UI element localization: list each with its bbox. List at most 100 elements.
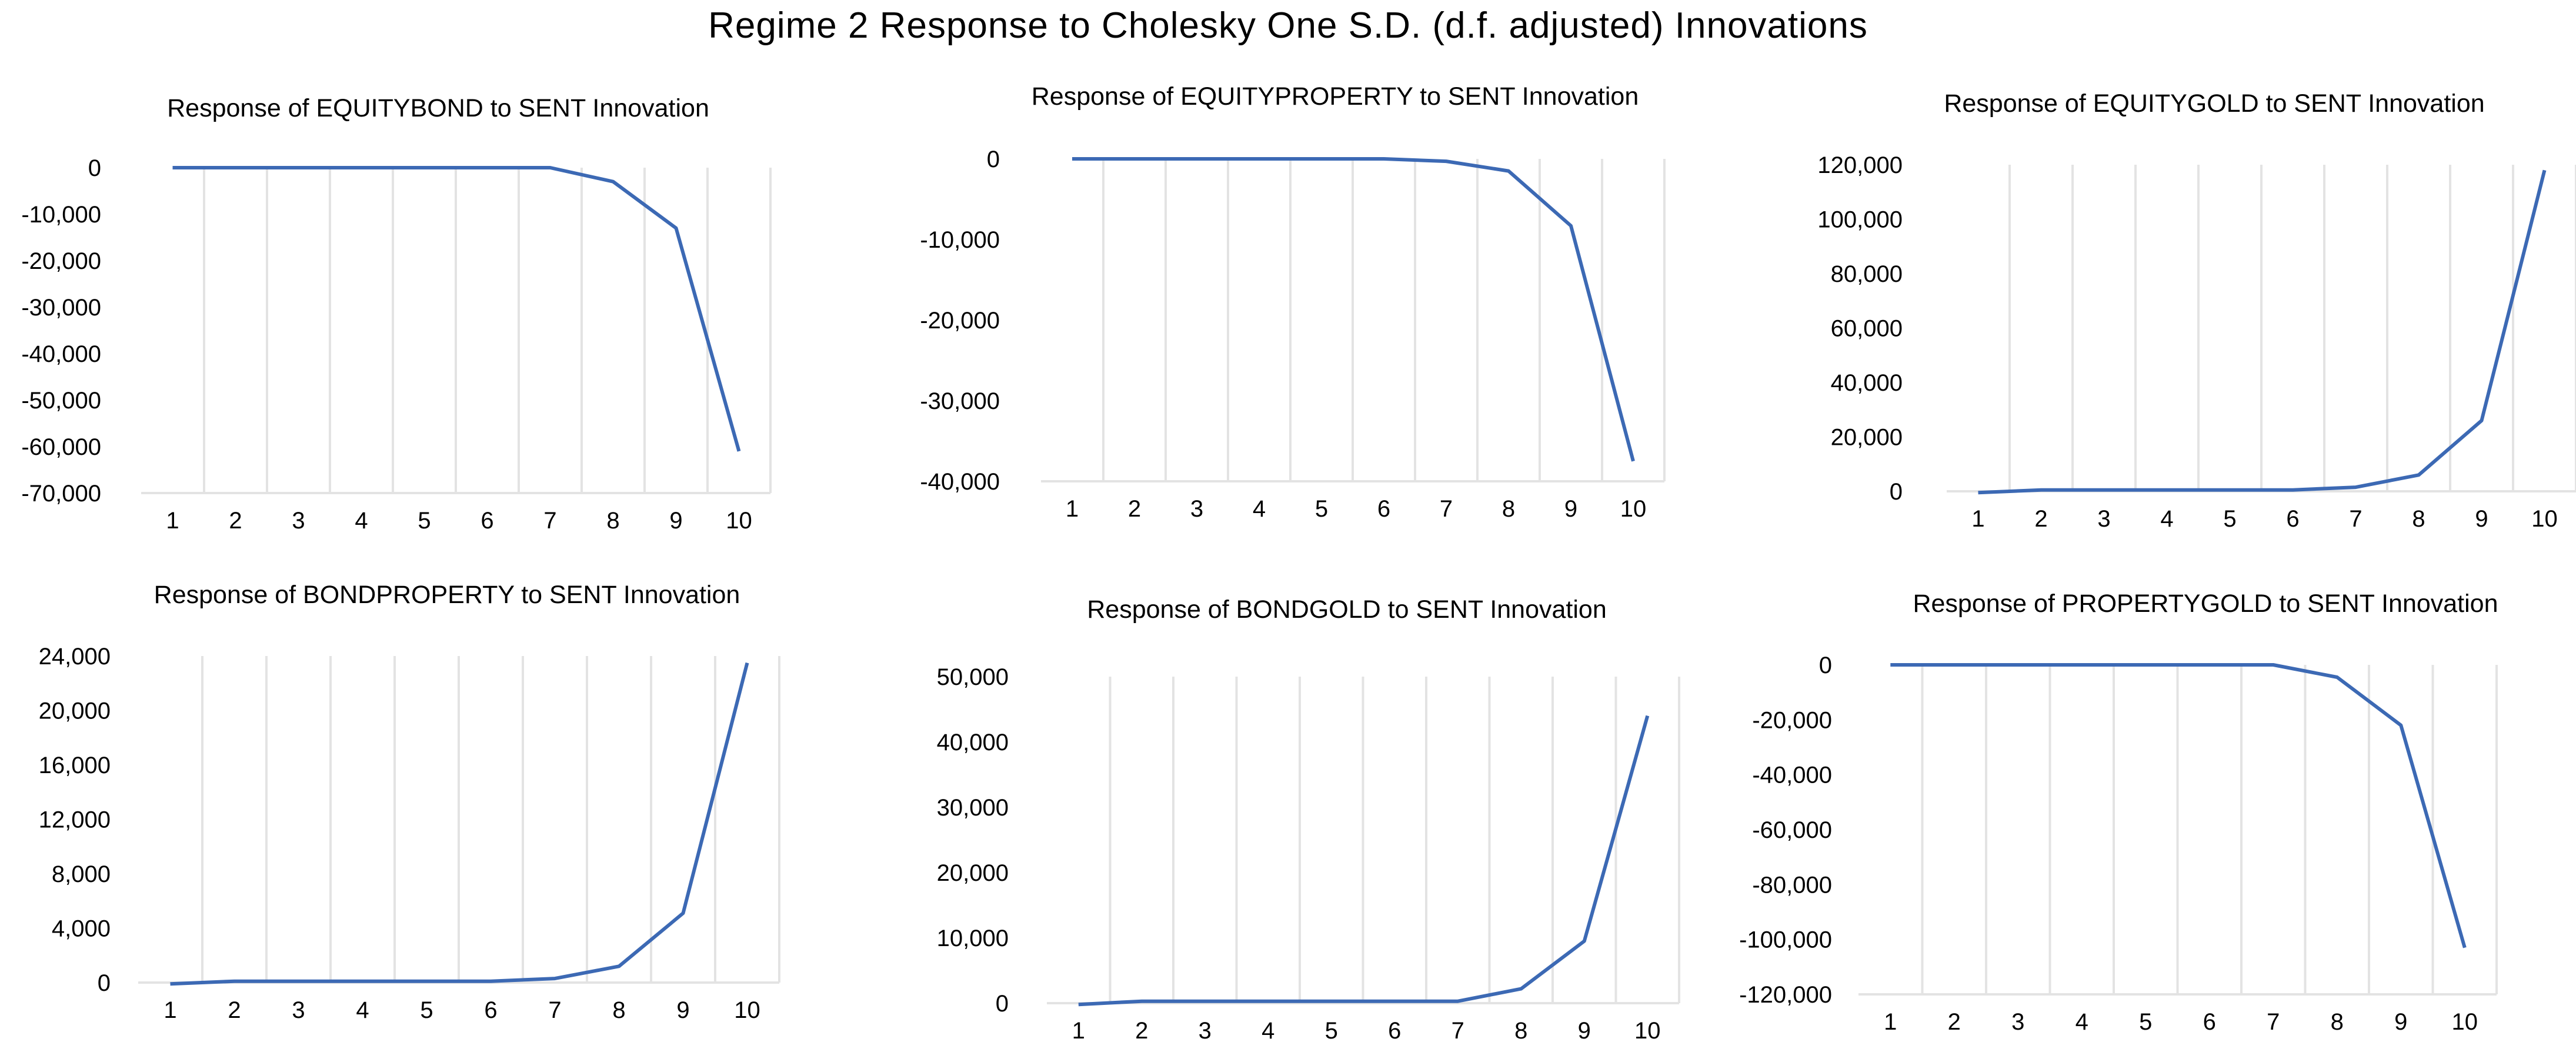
y-tick-label: -40,000: [920, 469, 1000, 495]
chart-bondgold: Response of BONDGOLD to SENT Innovation 0…: [937, 595, 1680, 1042]
data-point: [2040, 488, 2043, 492]
data-point: [675, 227, 678, 230]
data-point: [1953, 663, 1956, 667]
y-tick-label: 12,000: [39, 807, 111, 833]
x-tick-label: 6: [2286, 506, 2299, 532]
x-tick-label: 6: [481, 508, 493, 534]
data-point: [1203, 1000, 1207, 1003]
x-tick-label: 3: [1199, 1018, 1212, 1042]
x-tick-label: 10: [2452, 1009, 2478, 1035]
y-tick-label: 20,000: [1831, 425, 1903, 451]
x-tick-label: 8: [1502, 496, 1515, 522]
x-tick-label: 8: [1514, 1018, 1527, 1042]
y-tick-label: 0: [98, 970, 111, 996]
x-tick-label: 2: [229, 508, 242, 534]
x-tick-label: 8: [606, 508, 619, 534]
x-tick-label: 10: [1634, 1018, 1661, 1042]
y-tick-label: 0: [996, 991, 1009, 1017]
x-tick-label: 5: [420, 997, 433, 1023]
chart-title: Response of EQUITYPROPERTY to SENT Innov…: [1032, 82, 1639, 111]
data-point: [1977, 491, 1980, 494]
data-point: [1631, 460, 1635, 463]
y-tick-label: 8,000: [52, 861, 111, 887]
data-point: [1195, 157, 1199, 161]
x-tick-label: 3: [1190, 496, 1203, 522]
data-point: [618, 964, 621, 968]
data-point: [233, 980, 236, 983]
data-point: [489, 980, 493, 983]
x-tick-label: 8: [2412, 506, 2425, 532]
data-point: [2271, 663, 2275, 667]
y-tick-label: -20,000: [1752, 707, 1832, 733]
y-tick-label: -10,000: [21, 202, 101, 228]
data-point: [1456, 1000, 1460, 1003]
y-tick-label: 24,000: [39, 644, 111, 670]
x-tick-label: 5: [2223, 506, 2236, 532]
data-point: [2335, 675, 2339, 679]
data-point: [2543, 168, 2547, 172]
data-point: [2354, 485, 2358, 489]
data-point: [1646, 714, 1649, 718]
chart-equitybond: Response of EQUITYBOND to SENT Innovatio…: [21, 94, 772, 534]
chart-equityproperty: Response of EQUITYPROPERTY to SENT Innov…: [920, 82, 1666, 522]
data-point: [553, 977, 557, 980]
data-point: [738, 450, 741, 453]
data-point: [2144, 663, 2147, 667]
data-point: [1507, 169, 1510, 173]
data-point: [2228, 488, 2232, 492]
x-tick-label: 6: [484, 997, 497, 1023]
x-tick-label: 6: [1377, 496, 1390, 522]
data-point: [171, 166, 175, 169]
x-tick-label: 3: [292, 997, 305, 1023]
x-tick-label: 8: [612, 997, 625, 1023]
y-tick-label: -100,000: [1739, 927, 1832, 953]
y-tick-label: 20,000: [937, 860, 1009, 886]
x-tick-label: 2: [1948, 1009, 1961, 1035]
x-tick-label: 2: [1128, 496, 1141, 522]
x-tick-label: 3: [2011, 1009, 2024, 1035]
data-point: [1888, 663, 1892, 667]
x-tick-label: 3: [2097, 506, 2110, 532]
data-point: [297, 166, 301, 169]
x-tick-label: 5: [418, 508, 431, 534]
x-tick-label: 1: [163, 997, 176, 1023]
data-point: [1320, 157, 1323, 161]
chart-propertygold: Response of PROPERTYGOLD to SENT Innovat…: [1739, 590, 2498, 1035]
y-tick-label: -40,000: [21, 341, 101, 367]
data-point: [1519, 987, 1523, 991]
data-point: [360, 166, 363, 169]
y-tick-label: -40,000: [1752, 763, 1832, 788]
x-tick-label: 9: [669, 508, 682, 534]
data-point: [2080, 663, 2084, 667]
y-tick-label: 16,000: [39, 753, 111, 778]
series-line: [1078, 715, 1650, 1007]
series-line: [172, 166, 741, 452]
chart-title: Response of PROPERTYGOLD to SENT Innovat…: [1913, 590, 2498, 618]
y-tick-label: -50,000: [21, 388, 101, 414]
x-tick-label: 10: [726, 508, 752, 534]
x-tick-label: 4: [2076, 1009, 2088, 1035]
y-tick-label: 60,000: [1831, 316, 1903, 342]
y-tick-label: 30,000: [937, 795, 1009, 821]
y-tick-label: 20,000: [39, 698, 111, 724]
y-tick-label: 10,000: [937, 926, 1009, 951]
chart-title: Response of BONDGOLD to SENT Innovation: [1087, 595, 1607, 624]
x-tick-label: 4: [2160, 506, 2173, 532]
data-point: [746, 661, 749, 665]
x-tick-label: 9: [676, 997, 689, 1023]
data-point: [2103, 488, 2106, 492]
series-line: [170, 662, 749, 986]
chart-title: Response of EQUITYGOLD to SENT Innovatio…: [1944, 89, 2484, 118]
data-point: [1257, 157, 1261, 161]
data-point: [1393, 1000, 1396, 1003]
x-tick-label: 7: [1451, 1018, 1464, 1042]
data-point: [425, 980, 429, 983]
x-tick-label: 9: [2394, 1009, 2407, 1035]
series-line: [1072, 157, 1635, 462]
data-point: [2291, 488, 2295, 492]
data-point: [2399, 724, 2403, 727]
x-tick-label: 7: [2349, 506, 2362, 532]
data-point: [2208, 663, 2211, 667]
x-tick-label: 7: [2267, 1009, 2280, 1035]
x-tick-label: 1: [166, 508, 179, 534]
